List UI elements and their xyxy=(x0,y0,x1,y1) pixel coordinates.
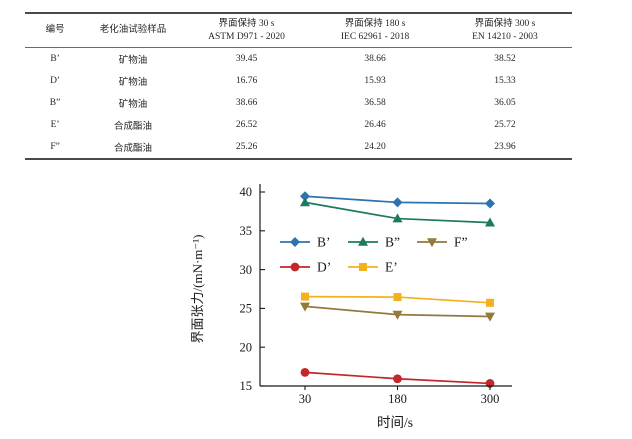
x-tick-label: 300 xyxy=(481,392,500,406)
cell-sample: 合成酯油 xyxy=(114,122,153,132)
cell-v30: 26.52 xyxy=(235,120,258,130)
cell-sample: 矿物油 xyxy=(118,56,148,66)
cell-v180: 36.58 xyxy=(364,98,386,108)
data-point-F” xyxy=(485,312,495,322)
y-tick-label: 30 xyxy=(240,263,253,277)
y-tick-label: 25 xyxy=(240,302,253,316)
header-hold-300s: 界面保持 300 s EN 14210 - 2003 xyxy=(437,13,572,48)
cell-v180: 38.66 xyxy=(364,54,386,64)
legend-label-E’: E’ xyxy=(385,260,398,275)
data-point-E’ xyxy=(301,292,309,301)
cell-id: D’ xyxy=(50,76,61,86)
data-point-B” xyxy=(485,217,495,227)
cell-v30: 16.76 xyxy=(235,76,258,86)
interfacial-tension-chart: 15 20 25 30 35 40 30 180 300 时间/s 界面张力/(mN·m⁻¹) B’ B… xyxy=(190,184,512,430)
data-point-D’ xyxy=(393,374,402,384)
data-point-D’ xyxy=(300,367,310,377)
y-tick-label: 15 xyxy=(240,379,253,393)
cell-v30: 38.66 xyxy=(235,98,258,108)
legend-marker-E’ xyxy=(359,263,367,271)
legend-label-F”: F” xyxy=(454,235,468,250)
data-point-B’ xyxy=(392,197,403,208)
cell-id: B’ xyxy=(50,54,60,64)
table-row: B” 矿物油 38.66 36.58 36.05 xyxy=(25,92,572,114)
data-point-F” xyxy=(300,302,310,312)
x-axis-label: 时间/s xyxy=(377,415,413,430)
table-row: F” 合成酯油 25.26 24.20 23.96 xyxy=(25,136,572,159)
header-hold-30s: 界面保持 30 s ASTM D971 - 2020 xyxy=(180,13,313,48)
data-point-E’ xyxy=(393,293,402,302)
cell-id: F” xyxy=(50,142,60,152)
cell-v30: 25.26 xyxy=(235,142,258,152)
cell-v180: 15.93 xyxy=(364,76,386,86)
line-chart-figure: 15 20 25 30 35 40 30 180 300 时间/s 界面张力/(mN·m⁻¹) B’ B… xyxy=(180,170,580,438)
data-point-B” xyxy=(392,213,403,223)
y-axis-label: 界面张力/(mN·m⁻¹) xyxy=(190,235,205,344)
y-tick-label: 40 xyxy=(240,185,253,199)
cell-v30: 39.45 xyxy=(235,54,258,64)
header-sample: 老化油试验样品 xyxy=(85,13,181,48)
data-point-B’ xyxy=(485,198,495,209)
legend-marker-B’ xyxy=(290,237,300,247)
cell-sample: 矿物油 xyxy=(118,78,148,88)
cell-v180: 26.46 xyxy=(364,120,386,130)
table-row: B’ 矿物油 39.45 38.66 38.52 xyxy=(25,48,572,71)
y-tick-label: 20 xyxy=(240,340,253,354)
data-point-B’ xyxy=(300,191,310,202)
table-row: E’ 合成酯油 26.52 26.46 25.72 xyxy=(25,114,572,136)
cell-sample: 矿物油 xyxy=(118,100,148,110)
header-hold-180s: 界面保持 180 s IEC 62961 - 2018 xyxy=(312,13,438,48)
x-tick-label: 180 xyxy=(388,392,407,406)
x-tick-label: 30 xyxy=(299,392,312,406)
cell-v300: 23.96 xyxy=(494,142,516,152)
cell-id: B” xyxy=(49,98,61,108)
header-id: 编号 xyxy=(25,13,86,48)
cell-id: E’ xyxy=(50,120,60,130)
legend-label-D’: D’ xyxy=(317,260,331,275)
legend-marker-D’ xyxy=(290,262,300,272)
cell-v300: 25.72 xyxy=(494,120,516,130)
legend-marker-B” xyxy=(358,236,368,246)
data-point-B” xyxy=(300,197,310,207)
data-point-E’ xyxy=(486,298,494,307)
data-point-F” xyxy=(392,310,403,320)
y-tick-label: 35 xyxy=(240,224,253,238)
results-table: 编号 老化油试验样品 界面保持 30 s ASTM D971 - 2020 界面… xyxy=(25,12,572,160)
cell-sample: 合成酯油 xyxy=(114,144,153,154)
legend-marker-F” xyxy=(427,238,437,248)
cell-v180: 24.20 xyxy=(364,142,386,152)
table-header: 编号 老化油试验样品 界面保持 30 s ASTM D971 - 2020 界面… xyxy=(25,13,572,48)
cell-v300: 38.52 xyxy=(494,54,516,64)
table-row: D’ 矿物油 16.76 15.93 15.33 xyxy=(25,70,572,92)
cell-v300: 36.05 xyxy=(494,98,516,108)
legend-label-B’: B’ xyxy=(317,235,331,250)
cell-v300: 15.33 xyxy=(494,76,516,86)
legend-label-B”: B” xyxy=(385,235,400,250)
